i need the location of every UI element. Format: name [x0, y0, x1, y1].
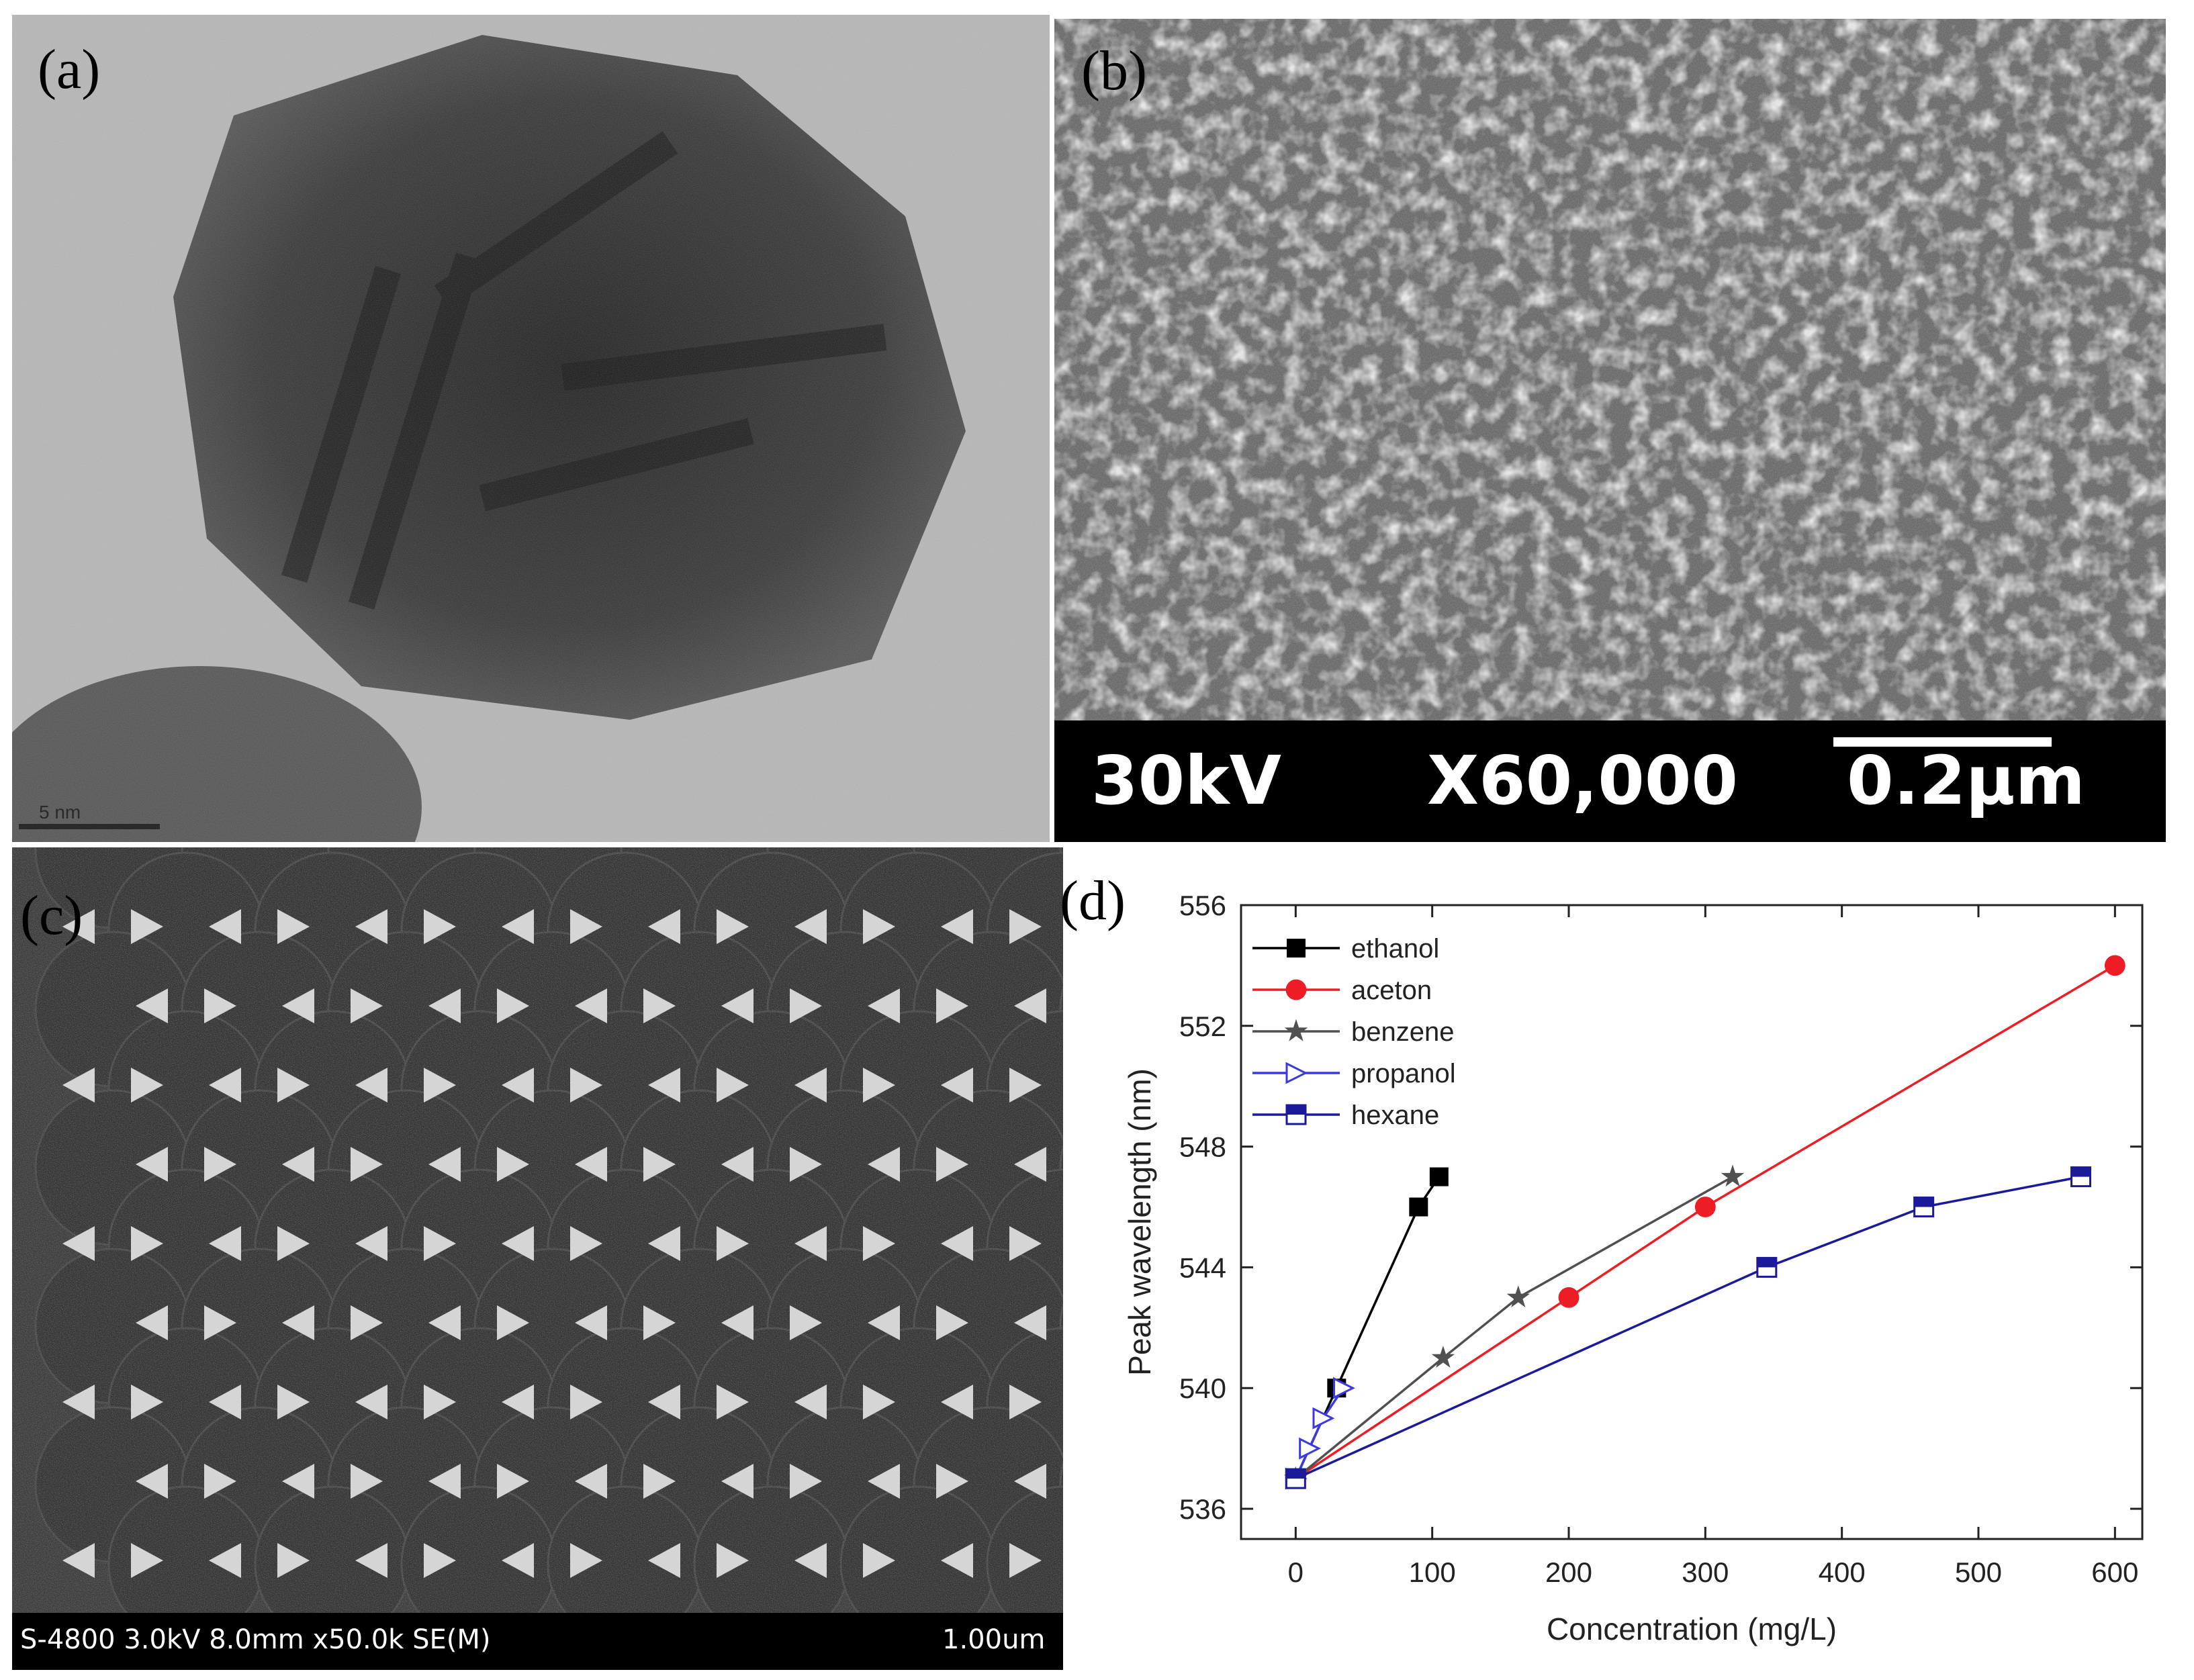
x-tick-label: 400	[1819, 1556, 1866, 1588]
legend-item: benzene	[1252, 1017, 1454, 1047]
triangle-array-image	[12, 847, 1063, 1657]
x-tick-label: 500	[1955, 1556, 2002, 1588]
scale-label: 1.00um	[942, 1624, 1046, 1655]
legend-label: propanol	[1351, 1059, 1456, 1088]
data-point	[1285, 1062, 1308, 1084]
scale-bar	[1833, 737, 2052, 747]
tem-particle-image	[12, 15, 1050, 842]
x-tick-label: 100	[1409, 1556, 1456, 1588]
panel-label-a: (a)	[38, 38, 101, 101]
panel-c-sem-image: S-4800 3.0kV 8.0mm x50.0k SE(M) 1.00um (…	[12, 847, 1063, 1670]
legend-item: ethanol	[1252, 934, 1439, 964]
legend-label: ethanol	[1351, 934, 1439, 964]
data-point	[1721, 1164, 1745, 1187]
peak-wavelength-chart: 0 100 200 300 400 500 600 536 540 544 548 552 556 Con…	[1122, 890, 2144, 1646]
data-point	[1694, 1197, 1716, 1217]
x-tick-label: 200	[1545, 1556, 1592, 1588]
y-axis-label: Peak wavelength (nm)	[1122, 1068, 1157, 1376]
voltage-label: 30kV	[1091, 741, 1282, 820]
x-tick-label: 0	[1288, 1556, 1304, 1588]
x-tick-label: 600	[2091, 1556, 2138, 1588]
data-point	[1285, 1104, 1307, 1125]
data-point	[1299, 1437, 1322, 1460]
data-point	[1333, 1376, 1355, 1399]
data-point	[1312, 1407, 1335, 1430]
data-point	[2104, 955, 2126, 976]
data-point	[1429, 1167, 1449, 1186]
data-point	[1284, 1019, 1308, 1041]
data-point	[1558, 1287, 1580, 1308]
y-tick-label: 548	[1179, 1131, 1226, 1163]
series-ethanol	[1286, 1167, 1449, 1489]
panel-a-tem-image: 5 nm (a)	[12, 15, 1050, 842]
legend-item: aceton	[1252, 976, 1432, 1005]
instrument-info: S-4800 3.0kV 8.0mm x50.0k SE(M)	[20, 1624, 491, 1655]
data-point	[1756, 1256, 1778, 1278]
scale-label: 5 nm	[39, 802, 81, 823]
sem-info-bar: S-4800 3.0kV 8.0mm x50.0k SE(M) 1.00um	[12, 1613, 1063, 1670]
series-line	[1295, 1176, 1733, 1480]
data-point	[1409, 1197, 1428, 1217]
series-line	[1295, 964, 2116, 1480]
plot-frame	[1240, 904, 2144, 1540]
data-point	[1506, 1285, 1530, 1308]
data-point	[1285, 1468, 1306, 1489]
y-tick-label: 536	[1179, 1493, 1226, 1525]
legend-item: propanol	[1252, 1059, 1456, 1088]
legend-label: benzene	[1351, 1017, 1454, 1047]
y-tick-label: 556	[1179, 890, 1226, 921]
legend-label: hexane	[1351, 1101, 1439, 1130]
series-line	[1295, 1175, 2081, 1480]
data-point	[2070, 1166, 2091, 1188]
scale-label: 0.2μm	[1847, 741, 2085, 820]
y-tick-label: 540	[1179, 1372, 1226, 1404]
y-tick-label: 552	[1179, 1011, 1226, 1042]
data-point	[1913, 1197, 1935, 1218]
y-tick-label: 544	[1179, 1252, 1226, 1283]
panel-b-sem-image: 30kV X60,000 0.2μm (b)	[1054, 19, 2166, 842]
x-tick-label: 300	[1682, 1556, 1729, 1588]
x-axis-label: Concentration (mg/L)	[1547, 1612, 1837, 1646]
panel-label-d: (d)	[1060, 870, 1126, 932]
panel-d-chart: 0 100 200 300 400 500 600 536 540 544 548 552 556 Con…	[1054, 847, 2194, 1680]
panel-label-c: (c)	[20, 884, 83, 947]
data-point	[1431, 1346, 1455, 1368]
panel-label-b: (b)	[1081, 40, 1147, 102]
sem-film-image	[1054, 19, 2166, 720]
magnification-label: X60,000	[1427, 741, 1738, 820]
series-hexane	[1285, 1166, 2091, 1489]
data-point	[1287, 939, 1306, 958]
legend-item: hexane	[1252, 1101, 1439, 1130]
legend-label: aceton	[1351, 976, 1432, 1005]
scale-bar	[19, 824, 160, 829]
data-point	[1285, 979, 1307, 1000]
series-line	[1294, 1387, 1344, 1479]
